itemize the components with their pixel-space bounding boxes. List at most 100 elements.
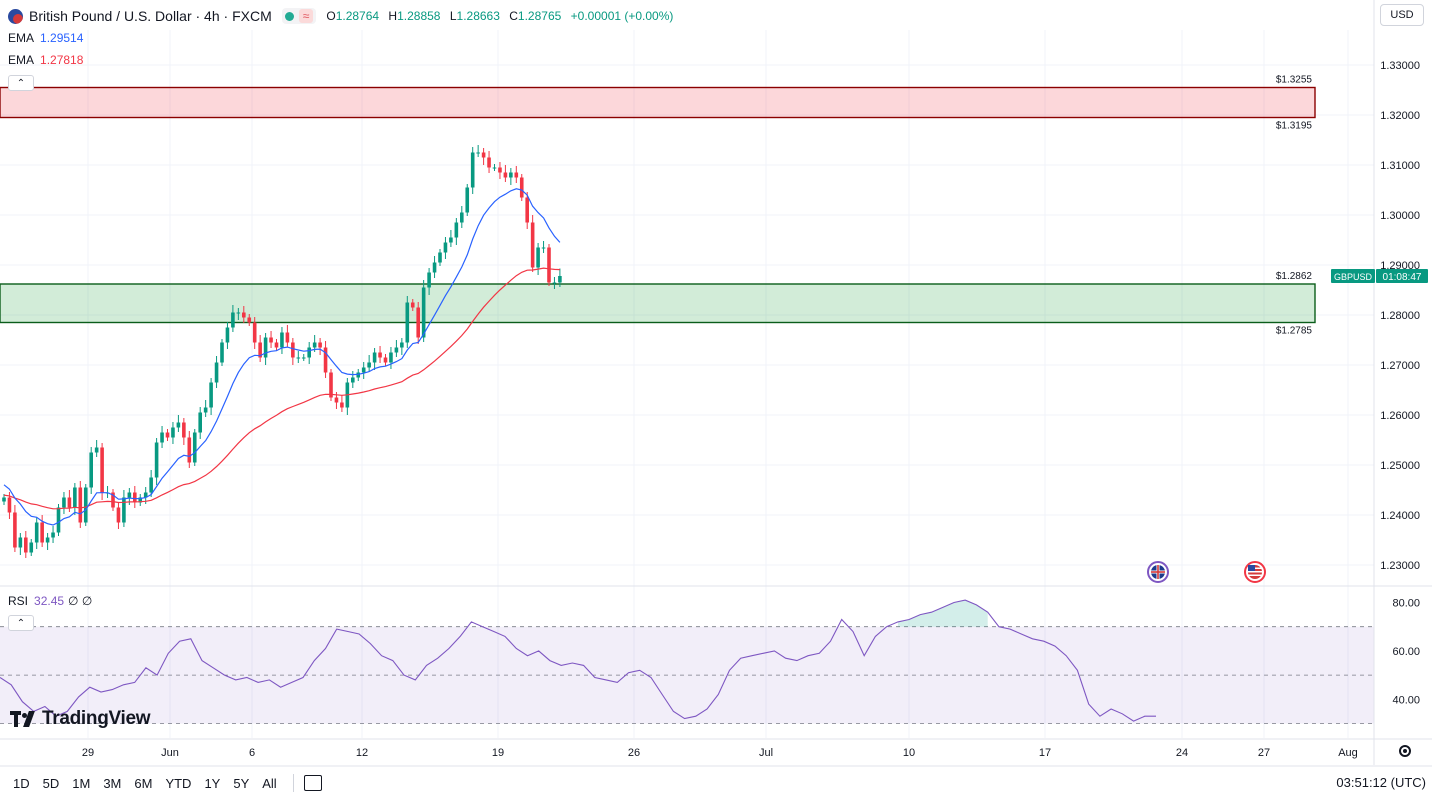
candle xyxy=(454,222,459,238)
badge-symbol-box xyxy=(1331,269,1375,283)
x-tick-label: 26 xyxy=(628,747,640,759)
candle xyxy=(481,152,486,158)
x-tick-label: 24 xyxy=(1176,747,1188,759)
candle xyxy=(525,197,529,223)
candle xyxy=(29,542,34,553)
y-tick-label: 1.31000 xyxy=(1380,160,1420,172)
status-pill[interactable]: ≈ xyxy=(281,8,317,24)
symbol-title[interactable]: British Pound / U.S. Dollar · 4h · FXCM xyxy=(29,8,272,24)
timeframe-6m[interactable]: 6M xyxy=(134,775,153,791)
candle xyxy=(242,312,246,318)
candle xyxy=(552,282,557,284)
timeframe-3m[interactable]: 3M xyxy=(103,775,122,791)
candle xyxy=(530,222,535,268)
chevron-up-icon: ⌃ xyxy=(16,617,26,629)
candle xyxy=(372,352,377,363)
price-zones xyxy=(0,86,1316,324)
ema-slow-legend[interactable]: EMA 1.27818 xyxy=(8,53,84,67)
support-zone xyxy=(0,283,1316,324)
gbp-event-icon[interactable] xyxy=(1147,561,1169,583)
timeframe-ytd[interactable]: YTD xyxy=(165,775,192,791)
utc-clock[interactable]: 03:51:12 (UTC) xyxy=(1336,775,1426,790)
y-tick-label: 1.27000 xyxy=(1380,360,1420,372)
rsi-tick-label: 60.00 xyxy=(1392,646,1420,658)
rsi-tick-label: 80.00 xyxy=(1392,598,1420,610)
candle xyxy=(225,327,230,343)
candle xyxy=(536,247,540,268)
price-annotation: $1.3255 xyxy=(1276,75,1313,86)
ema-fast-line xyxy=(3,188,561,526)
badge-symbol: GBPUSD xyxy=(1334,272,1373,282)
candle xyxy=(470,152,475,188)
settings-gear-icon[interactable] xyxy=(1399,745,1411,757)
candle xyxy=(236,312,241,314)
candle xyxy=(361,367,366,373)
usd-event-icon[interactable] xyxy=(1244,561,1266,583)
timeframe-bar: 1D 5D 1M 3M 6M YTD 1Y 5Y All xyxy=(0,769,1432,797)
candle xyxy=(367,362,371,368)
candle xyxy=(389,352,393,363)
legend-collapse-button[interactable]: ⌃ xyxy=(8,75,34,91)
candle xyxy=(252,322,257,343)
timeframe-1y[interactable]: 1Y xyxy=(204,775,221,791)
candle xyxy=(476,152,480,154)
ema-fast-legend[interactable]: EMA 1.29514 xyxy=(8,31,84,45)
candle xyxy=(269,337,273,343)
x-tick-label: 29 xyxy=(82,747,94,759)
currency-button[interactable]: USD xyxy=(1380,4,1424,26)
candle xyxy=(100,447,104,493)
calendar-range-icon[interactable] xyxy=(303,775,322,791)
y-tick-label: 1.24000 xyxy=(1380,510,1420,522)
annotations: $1.3255 $1.3195 $1.2862 $1.2785 GBPUSD 01:08:… xyxy=(1276,75,1428,337)
rsi-collapse-button[interactable]: ⌃ xyxy=(8,615,34,631)
candle xyxy=(394,347,399,353)
candle xyxy=(40,522,44,543)
candle xyxy=(154,442,159,478)
candle xyxy=(143,492,148,498)
timeframe-1m[interactable]: 1M xyxy=(72,775,91,791)
x-tick-label: 12 xyxy=(356,747,368,759)
candle xyxy=(438,252,442,263)
timeframe-5d[interactable]: 5D xyxy=(42,775,60,791)
y-tick-label: 1.26000 xyxy=(1380,410,1420,422)
divider xyxy=(292,774,294,792)
candle xyxy=(122,497,126,523)
candle xyxy=(203,407,208,413)
timeframe-5y[interactable]: 5Y xyxy=(233,775,250,791)
y-tick-label: 1.23000 xyxy=(1380,560,1420,572)
candle xyxy=(547,247,551,283)
symbol-price-badge[interactable]: GBPUSD 01:08:47 xyxy=(1331,269,1428,283)
rsi-legend[interactable]: RSI 32.45 ∅ ∅ xyxy=(8,594,93,608)
axes: 1.23000 1.24000 1.25000 1.26000 1.27000 1.280… xyxy=(0,0,1432,767)
timeframe-all[interactable]: All xyxy=(262,775,277,791)
candle xyxy=(165,432,170,438)
candle xyxy=(351,377,355,383)
candle xyxy=(465,187,470,213)
candle xyxy=(383,357,388,363)
candle xyxy=(340,402,344,408)
candle xyxy=(378,352,382,358)
candle xyxy=(13,512,17,548)
candle xyxy=(416,307,420,338)
candle xyxy=(116,507,121,523)
candle xyxy=(214,362,219,383)
chevron-up-icon: ⌃ xyxy=(16,77,26,89)
x-tick-label: 17 xyxy=(1039,747,1051,759)
candle xyxy=(231,312,235,328)
timeframe-1d[interactable]: 1D xyxy=(13,775,30,791)
x-tick-label: 10 xyxy=(903,747,915,759)
candle xyxy=(7,497,12,513)
y-tick-label: 1.25000 xyxy=(1380,460,1420,472)
tradingview-logo[interactable]: TradingView xyxy=(10,708,151,730)
rsi-overbought-fill xyxy=(897,600,988,627)
badge-countdown-box xyxy=(1376,269,1428,283)
candle xyxy=(285,332,290,343)
grid xyxy=(0,30,1374,738)
candle xyxy=(67,497,72,508)
candle xyxy=(514,172,519,178)
x-tick-label: Jun xyxy=(161,747,179,759)
candle xyxy=(192,432,197,463)
candle xyxy=(62,497,66,508)
price-annotation: $1.2862 xyxy=(1276,271,1313,282)
